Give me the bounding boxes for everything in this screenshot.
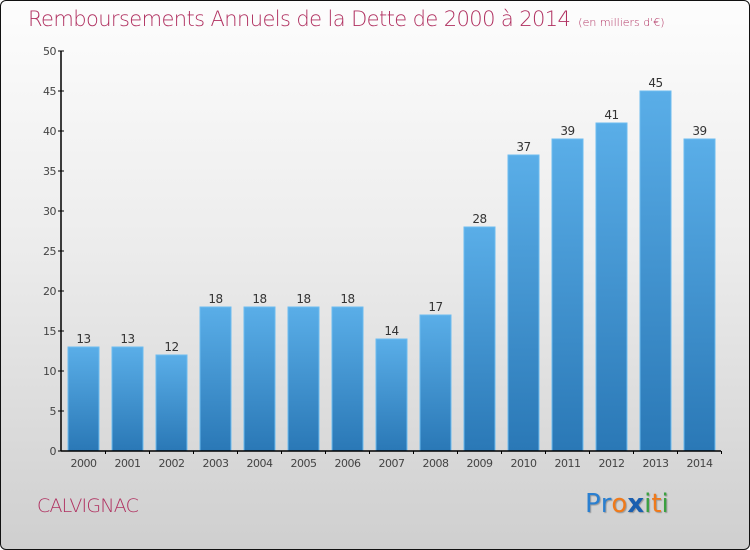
bar-2000 [67, 346, 100, 452]
bar-2010 [507, 154, 540, 452]
y-tick-label-25: 25 [43, 245, 56, 258]
x-tick-label-2009: 2009 [467, 457, 493, 470]
bar-2013 [639, 90, 672, 452]
value-label-2011: 39 [560, 124, 574, 138]
chart-title-text: Remboursements Annuels de la Dette de 20… [28, 7, 571, 31]
commune-name: CALVIGNAC [37, 495, 139, 517]
value-label-2000: 13 [76, 332, 90, 346]
x-tick-label-2003: 2003 [203, 457, 229, 470]
y-tick-label-10: 10 [43, 365, 56, 378]
logo-letter: P [585, 489, 601, 519]
y-tick-label-20: 20 [43, 285, 56, 298]
value-label-2006: 18 [340, 292, 354, 306]
value-label-2005: 18 [296, 292, 310, 306]
y-tick-label-45: 45 [43, 85, 56, 98]
x-tick-label-2010: 2010 [511, 457, 537, 470]
y-tick-label-15: 15 [43, 325, 56, 338]
x-tick-label-2004: 2004 [247, 457, 273, 470]
x-tick-label-2005: 2005 [291, 457, 317, 470]
value-label-2001: 13 [120, 332, 134, 346]
value-label-2014: 39 [692, 124, 706, 138]
value-label-2009: 28 [472, 212, 486, 226]
bar-2009 [463, 226, 496, 452]
x-tick-label-2007: 2007 [379, 457, 405, 470]
value-label-2003: 18 [208, 292, 222, 306]
bar-2014 [683, 138, 716, 452]
bar-2002 [155, 354, 188, 452]
x-tick-label-2001: 2001 [115, 457, 141, 470]
x-tick-label-2011: 2011 [555, 457, 581, 470]
y-tick-label-40: 40 [43, 125, 56, 138]
bar-2012 [595, 122, 628, 452]
chart-unit-note: (en milliers d'€) [578, 16, 665, 29]
x-tick-label-2014: 2014 [687, 457, 713, 470]
bars-group: 13 13 12 18 18 18 18 14 17 28 37 39 41 45 39 [67, 76, 716, 452]
value-label-2004: 18 [252, 292, 266, 306]
x-tick-label-2008: 2008 [423, 457, 449, 470]
logo-letter: i [661, 489, 669, 519]
bar-2005 [287, 306, 320, 452]
y-tick-label-35: 35 [43, 165, 56, 178]
logo-letter: o [611, 489, 628, 519]
bar-2004 [243, 306, 276, 452]
value-label-2012: 41 [604, 108, 618, 122]
proxiti-logo: Proxiti [585, 489, 669, 519]
x-tick-label-2002: 2002 [159, 457, 185, 470]
y-tick-label-0: 0 [50, 445, 57, 458]
logo-letter: i [644, 489, 652, 519]
x-tick-label-2013: 2013 [643, 457, 669, 470]
logo-letter: r [600, 489, 612, 519]
value-label-2013: 45 [648, 76, 662, 90]
bar-2011 [551, 138, 584, 452]
axes-group: 2000 2001 2002 2003 2004 2005 2006 2007 2008 2009… [43, 45, 722, 470]
logo-letter: t [651, 489, 662, 519]
x-tick-label-2012: 2012 [599, 457, 625, 470]
logo-letter: x [627, 489, 645, 519]
y-tick-label-5: 5 [50, 405, 57, 418]
value-label-2008: 17 [428, 300, 442, 314]
value-label-2002: 12 [164, 340, 178, 354]
y-tick-label-50: 50 [43, 45, 56, 58]
value-label-2007: 14 [384, 324, 398, 338]
bar-2001 [111, 346, 144, 452]
x-tick-label-2006: 2006 [335, 457, 361, 470]
x-tick-label-2000: 2000 [71, 457, 97, 470]
chart-title: Remboursements Annuels de la Dette de 20… [28, 7, 665, 31]
bar-2007 [375, 338, 408, 452]
value-label-2010: 37 [516, 140, 530, 154]
bar-2006 [331, 306, 364, 452]
bar-2008 [419, 314, 452, 452]
bar-2003 [199, 306, 232, 452]
y-tick-label-30: 30 [43, 205, 56, 218]
